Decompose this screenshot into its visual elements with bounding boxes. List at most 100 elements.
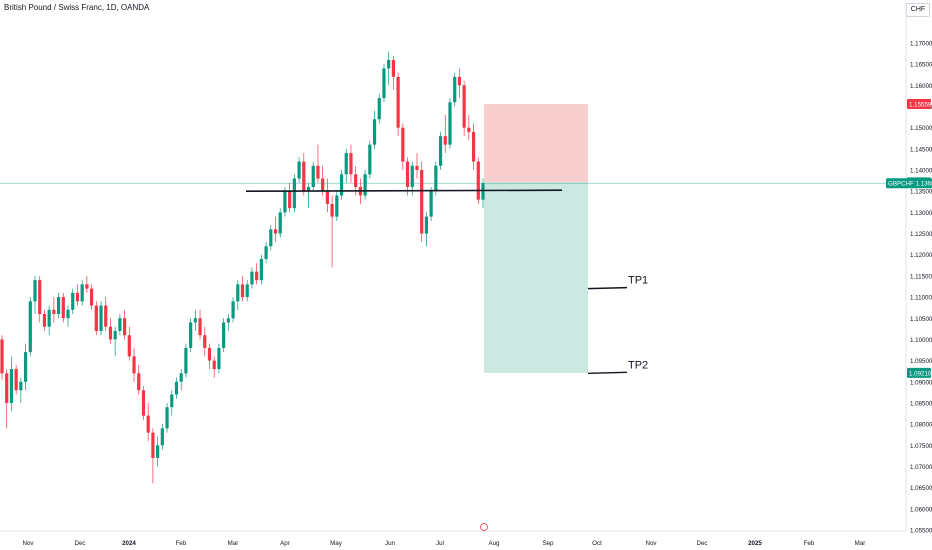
candle-body [174,381,179,395]
x-tick-label: Mar [228,540,239,547]
candle-body [193,318,197,323]
candle-body [231,301,235,319]
price-label [907,367,931,378]
candle-body [156,445,160,459]
x-tick-label: Sep [542,540,554,547]
candle-body [19,381,23,391]
y-tick-label: 1.09000 [910,379,932,386]
candle-body [325,191,329,204]
candle-body [434,165,438,192]
candle-body [391,59,396,77]
candle-body [99,305,103,331]
event-marker-icon[interactable] [480,523,488,531]
candle-body [42,314,47,327]
x-tick-label: Nov [645,540,657,547]
current-price-tag-text: GBPCHF 1.13689 [888,181,932,188]
candle-body [61,297,65,319]
support-line[interactable] [245,189,563,193]
y-tick-label: 1.10000 [910,337,932,344]
candle-body [420,170,424,234]
take-profit-zone[interactable] [484,182,588,373]
candle-body [212,360,216,370]
candle-body [160,428,164,446]
stop-loss-zone[interactable] [484,104,588,183]
candle-body [292,178,296,209]
candle-body [132,356,136,374]
x-tick-label: Feb [176,540,187,547]
candle-body [94,305,98,331]
candle-body [9,369,14,403]
candle-body [396,76,400,128]
chart-title: British Pound / Swiss Franc, 1D, OANDA [4,3,150,12]
y-tick-label: 1.08000 [910,422,932,429]
target-label-tp2: TP2 [628,359,648,371]
candle-body [38,280,42,315]
target-line-tp2[interactable] [587,371,628,375]
candle-body [354,174,358,187]
candle-body [306,186,311,192]
candle-body [438,136,443,166]
y-tick-label: 1.11500 [910,273,932,280]
candle-body [448,102,452,145]
x-tick-label: May [330,540,343,547]
candle-body [302,161,306,192]
candle-body [259,258,263,281]
y-tick-label: 1.06500 [910,485,932,492]
y-tick-label: 1.16500 [910,62,932,69]
x-tick-label: 2025 [748,540,762,547]
candle-body [462,85,466,128]
candle-body [14,369,18,391]
x-tick-label: Jul [436,540,444,547]
y-tick-label: 1.13500 [910,189,932,196]
y-tick-label: 1.12000 [910,252,932,259]
candle-body [217,347,221,370]
candle-body [344,153,348,175]
candle-body [330,203,334,217]
candle-body [170,394,174,408]
price-label-text: 1.15559 [909,102,932,109]
candle-body [429,191,433,217]
candle-body [297,161,301,179]
candle-body [226,318,230,323]
candle-body [236,284,240,302]
candle-body [424,216,429,234]
candle-body [80,284,84,302]
candle-body [141,390,146,416]
candle-body [316,165,320,179]
price-label [907,99,931,110]
candle-body [33,280,37,302]
target-label-tp1: TP1 [628,275,648,287]
x-tick-label: 2024 [122,540,136,547]
y-tick-label: 1.15000 [910,125,932,132]
candle-body [264,246,268,259]
candle-body [203,335,207,348]
candle-body [0,339,4,374]
candle-body [118,318,122,331]
candle-body [387,59,391,69]
candle-body [184,347,188,374]
candle-body [283,191,287,213]
candle-body [5,373,9,403]
candle-body [151,432,155,459]
candle-body [415,165,419,171]
y-tick-label: 1.10500 [910,316,932,323]
candle-body [368,144,372,175]
candle-body [113,330,117,340]
y-tick-label: 1.05500 [910,528,932,535]
y-tick-label: 1.08500 [910,400,932,407]
target-line-tp1[interactable] [587,286,628,290]
candle-body [269,229,273,247]
candle-body [28,301,32,353]
y-tick-label: 1.07000 [910,464,932,471]
candle-body [377,98,381,120]
candle-body [349,153,353,175]
y-tick-label: 1.07500 [910,443,932,450]
candle-body [372,119,377,145]
candle-body [339,174,344,196]
candle-body [335,195,339,217]
x-tick-label: Oct [592,540,602,547]
candle-body [123,318,127,336]
candle-body [165,407,169,429]
